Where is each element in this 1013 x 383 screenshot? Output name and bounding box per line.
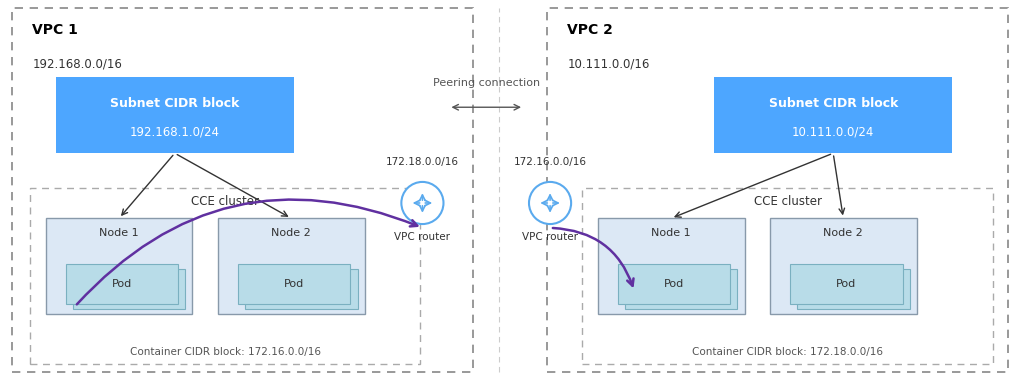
Bar xyxy=(46,218,192,314)
Text: Pod: Pod xyxy=(837,279,856,290)
Text: 192.168.0.0/16: 192.168.0.0/16 xyxy=(32,57,123,70)
Bar xyxy=(547,8,1008,372)
Text: VPC router: VPC router xyxy=(522,232,578,242)
Text: 172.18.0.0/16: 172.18.0.0/16 xyxy=(386,157,459,167)
Text: 192.168.1.0/24: 192.168.1.0/24 xyxy=(130,125,220,138)
Text: Subnet CIDR block: Subnet CIDR block xyxy=(769,97,898,110)
Bar xyxy=(582,188,993,364)
Text: Container CIDR block: 172.16.0.0/16: Container CIDR block: 172.16.0.0/16 xyxy=(130,347,321,357)
Text: 10.111.0.0/24: 10.111.0.0/24 xyxy=(792,125,874,138)
Bar xyxy=(625,269,737,309)
Text: CCE cluster: CCE cluster xyxy=(754,195,822,208)
Bar xyxy=(770,218,917,314)
Text: 172.16.0.0/16: 172.16.0.0/16 xyxy=(514,157,587,167)
Bar xyxy=(598,218,745,314)
Bar xyxy=(73,269,185,309)
Text: Subnet CIDR block: Subnet CIDR block xyxy=(110,97,239,110)
Text: VPC router: VPC router xyxy=(394,232,451,242)
Bar xyxy=(714,77,952,153)
Text: CCE cluster: CCE cluster xyxy=(191,195,259,208)
Text: Node 2: Node 2 xyxy=(824,228,863,238)
Ellipse shape xyxy=(529,182,571,224)
Text: Pod: Pod xyxy=(285,279,304,290)
Bar xyxy=(30,188,420,364)
Text: Pod: Pod xyxy=(665,279,684,290)
Text: Container CIDR block: 172.18.0.0/16: Container CIDR block: 172.18.0.0/16 xyxy=(692,347,883,357)
Bar xyxy=(797,269,910,309)
Bar xyxy=(618,264,730,304)
Bar xyxy=(12,8,473,372)
Text: Peering connection: Peering connection xyxy=(433,78,540,88)
Text: Node 2: Node 2 xyxy=(271,228,311,238)
Bar xyxy=(66,264,178,304)
Bar xyxy=(245,269,358,309)
Text: VPC 2: VPC 2 xyxy=(567,23,613,37)
Bar xyxy=(790,264,903,304)
Bar xyxy=(238,264,350,304)
Text: VPC 1: VPC 1 xyxy=(32,23,78,37)
Text: Pod: Pod xyxy=(112,279,132,290)
Bar xyxy=(218,218,365,314)
Text: Node 1: Node 1 xyxy=(99,228,139,238)
Ellipse shape xyxy=(401,182,444,224)
Text: 10.111.0.0/16: 10.111.0.0/16 xyxy=(567,57,649,70)
Bar xyxy=(56,77,294,153)
Text: Node 1: Node 1 xyxy=(651,228,691,238)
